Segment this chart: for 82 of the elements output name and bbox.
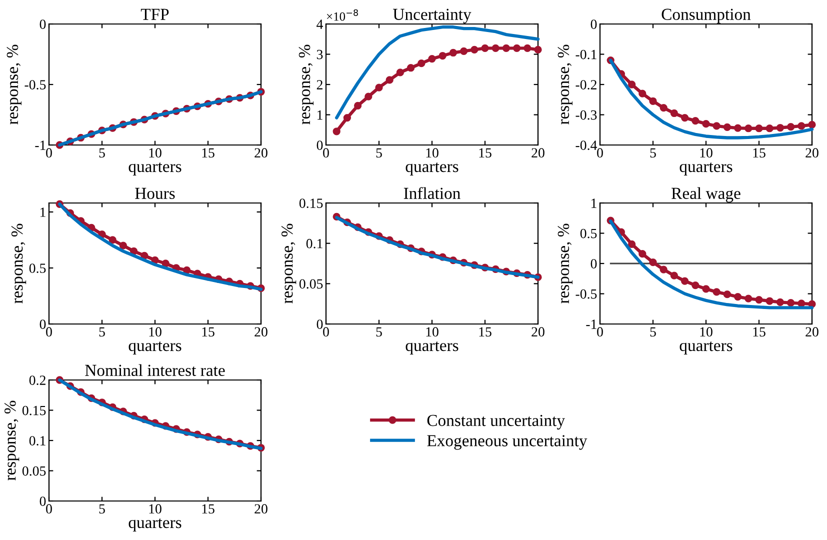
y-tick-label: 0.1 <box>29 436 46 446</box>
y-tick-label: -0.2 <box>576 80 596 90</box>
y-axis-title: response, % <box>6 44 22 124</box>
x-axis-title: quarters <box>680 342 732 354</box>
y-tick-label: 4 <box>316 20 324 29</box>
y-tick-label: -0.1 <box>576 50 596 60</box>
y-axis-title: response, % <box>282 224 296 304</box>
chart-title: Consumption <box>662 8 751 24</box>
x-tick-label: 15 <box>202 327 214 337</box>
y-tick-label: 0.15 <box>22 406 46 416</box>
x-tick-label: 20 <box>532 327 544 337</box>
y-tick-label: 2 <box>316 80 322 90</box>
x-tick-label: 10 <box>426 148 438 158</box>
y-tick-label: 0 <box>40 496 46 506</box>
y-tick-label: 0.5 <box>580 228 597 238</box>
y-tick-label: 0 <box>590 20 597 29</box>
y-tick-label: 0.15 <box>299 198 323 208</box>
y-tick-label: 0.05 <box>22 466 46 476</box>
x-tick-label: 15 <box>479 148 492 158</box>
chart-title: Uncertainty <box>393 8 472 24</box>
x-axis-title: quarters <box>128 342 182 354</box>
x-tick-label: 5 <box>99 504 105 514</box>
y-tick-label: 1 <box>592 198 596 208</box>
y-axis-title: response, % <box>4 400 20 480</box>
x-axis-title: quarters <box>406 342 458 354</box>
x-axis-title: quarters <box>128 162 182 176</box>
chart-title: Nominal interest rate <box>85 364 225 376</box>
x-tick-label: 5 <box>650 148 656 158</box>
x-tick-label: 10 <box>149 327 162 337</box>
y-tick-label: -0.4 <box>576 140 598 150</box>
legend-label: Exogeneous uncertainty <box>427 435 588 450</box>
y-tick-label: -1 <box>586 320 596 329</box>
y-tick-label: -0.5 <box>24 80 46 90</box>
x-tick-label: 10 <box>149 148 162 158</box>
text: ×10$^{−8}$ <box>326 9 358 21</box>
y-tick-label: 0 <box>590 259 597 268</box>
x-tick-label: 20 <box>254 148 268 158</box>
y-tick-label: 0 <box>40 20 46 29</box>
legend-label: Constant uncertainty <box>427 414 565 430</box>
y-tick-label: -0.3 <box>576 110 597 120</box>
x-tick-label: 15 <box>202 504 214 514</box>
y-tick-label: 3 <box>316 50 323 60</box>
y-axis-title: response, % <box>11 224 26 304</box>
x-tick-label: 15 <box>202 148 214 158</box>
x-tick-label: 20 <box>254 327 268 337</box>
x-axis-title: quarters <box>406 162 458 176</box>
x-tick-label: 15 <box>753 148 766 158</box>
x-tick-label: 20 <box>254 504 268 514</box>
x-tick-label: 10 <box>700 148 712 158</box>
x-tick-label: 10 <box>149 504 162 514</box>
x-tick-label: 10 <box>700 327 712 337</box>
x-tick-label: 5 <box>99 148 105 158</box>
y-tick-label: -0.5 <box>576 289 597 299</box>
x-tick-label: 15 <box>753 327 766 337</box>
y-axis-title: response, % <box>558 44 572 124</box>
y-tick-label: 0 <box>40 320 46 329</box>
y-axis-title: response, % <box>558 224 572 304</box>
chart-title: TFP <box>140 8 169 20</box>
y-tick-label: 1 <box>318 110 322 120</box>
chart-title: Inflation <box>404 187 460 199</box>
x-axis-title: quarters <box>680 162 732 176</box>
chart-title: Hours <box>135 188 175 199</box>
x-tick-label: 20 <box>532 148 544 158</box>
y-tick-label: 0 <box>316 140 323 150</box>
x-tick-label: 5 <box>650 327 656 337</box>
x-tick-label: 20 <box>806 148 818 158</box>
x-tick-label: 10 <box>426 327 438 337</box>
chart-title: Real wage <box>672 187 740 202</box>
x-tick-label: 5 <box>99 327 105 337</box>
y-tick-label: 0 <box>316 320 323 329</box>
x-axis-title: quarters <box>128 518 182 532</box>
y-tick-label: 0.1 <box>306 238 322 248</box>
y-tick-label: 0.2 <box>29 376 46 386</box>
x-tick-label: 15 <box>479 327 492 337</box>
y-tick-label: -1 <box>35 140 46 150</box>
y-tick-label: 0.05 <box>299 279 323 289</box>
y-axis-title: response, % <box>298 44 314 124</box>
x-tick-label: 20 <box>806 327 818 337</box>
y-tick-label: 1 <box>40 208 46 217</box>
x-tick-label: 5 <box>376 148 382 158</box>
x-tick-label: 5 <box>376 327 382 337</box>
y-tick-label: 0.5 <box>29 264 46 273</box>
